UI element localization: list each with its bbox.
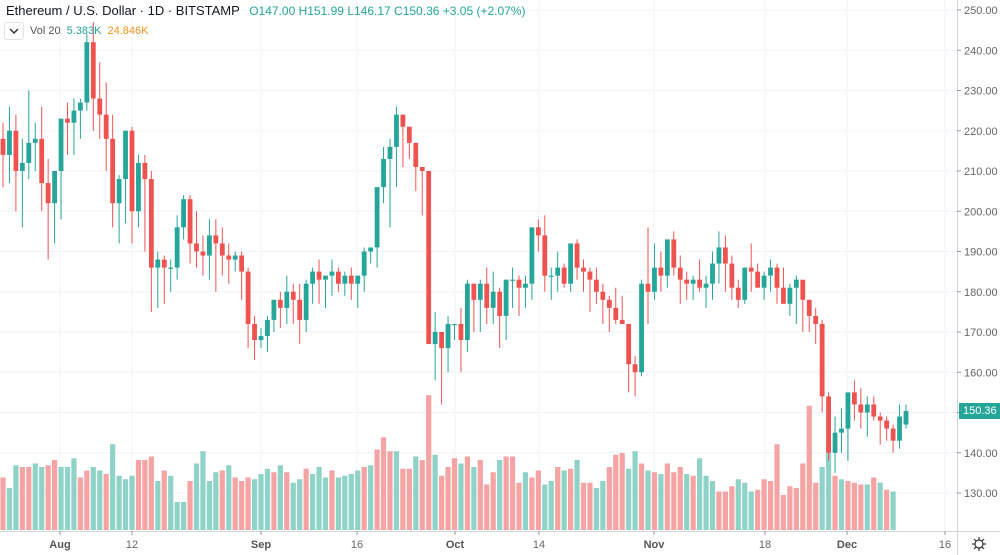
time-tick-label: 16 — [939, 539, 951, 551]
volume-ma-value: 24.846K — [107, 25, 149, 37]
price-tick-label: 190.00 — [964, 247, 998, 259]
price-candles — [0, 22, 909, 473]
change-value: +3.05 (+2.07%) — [442, 4, 526, 18]
price-tick-label: 130.00 — [964, 488, 998, 500]
close-value: C150.36 — [394, 4, 440, 18]
open-value: O147.00 — [249, 4, 296, 18]
price-tick-label: 180.00 — [964, 287, 998, 299]
time-tick-label: Aug — [49, 539, 70, 551]
chevron-down-icon — [9, 27, 19, 34]
time-tick-label: Sep — [251, 539, 271, 551]
time-tick-label: 12 — [126, 539, 138, 551]
gear-icon — [972, 536, 986, 551]
time-tick-label: 16 — [351, 539, 363, 551]
time-tick-label: Oct — [446, 539, 465, 551]
price-tick-label: 220.00 — [964, 126, 998, 138]
price-tick-label: 200.00 — [964, 206, 998, 218]
last-price-tag: 150.36 — [959, 403, 1000, 419]
symbol-title[interactable]: Ethereum / U.S. Dollar · 1D · BITSTAMP — [6, 3, 240, 18]
price-tick-label: 230.00 — [964, 86, 998, 98]
time-axis[interactable]: Aug 12 Sep 16 Oct 14 Nov 18 Dec 16 — [49, 531, 951, 551]
time-tick-label: 18 — [759, 539, 771, 551]
price-tick-label: 170.00 — [964, 327, 998, 339]
ohlc-values: O147.00 H151.99 L146.17 C150.36 +3.05 (+… — [249, 4, 525, 18]
price-tick-label: 240.00 — [964, 45, 998, 57]
time-tick-label: Nov — [644, 539, 666, 551]
low-value: L146.17 — [347, 4, 391, 18]
chart-settings-button[interactable] — [958, 532, 1000, 555]
collapse-legend-button[interactable] — [4, 22, 24, 40]
symbol-legend: Ethereum / U.S. Dollar · 1D · BITSTAMP O… — [6, 3, 526, 18]
high-value: H151.99 — [298, 4, 344, 18]
price-axis[interactable]: 250.00 240.00 230.00 220.00 210.00 200.00 190.… — [957, 5, 998, 500]
volume-bars — [0, 395, 896, 530]
grid-lines — [0, 0, 957, 531]
price-tick-label: 140.00 — [964, 448, 998, 460]
volume-legend: Vol 20 5.383K 24.846K — [4, 22, 148, 40]
price-tick-label: 210.00 — [964, 166, 998, 178]
time-tick-label: 14 — [533, 539, 545, 551]
time-tick-label: Dec — [837, 539, 857, 551]
price-tick-label: 250.00 — [964, 5, 998, 17]
volume-value: 5.383K — [66, 25, 102, 37]
volume-label: Vol 20 — [30, 25, 61, 37]
price-tick-label: 160.00 — [964, 367, 998, 379]
